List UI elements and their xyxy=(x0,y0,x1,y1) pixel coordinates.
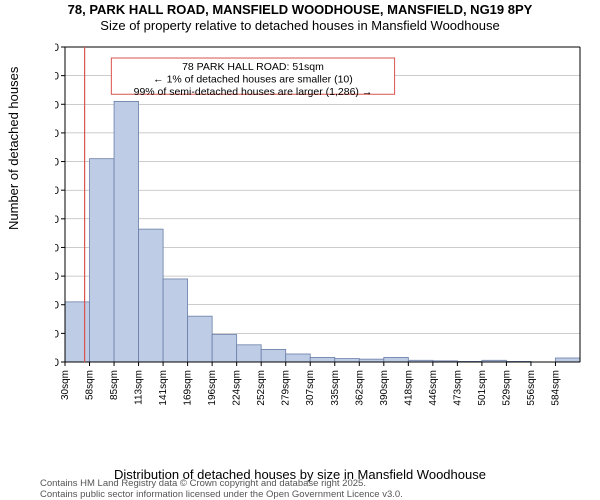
svg-text:500: 500 xyxy=(55,71,59,83)
annotation-line: ← 1% of detached houses are smaller (10) xyxy=(153,74,353,86)
x-tick-label: 335sqm xyxy=(330,370,341,406)
page-title: 78, PARK HALL ROAD, MANSFIELD WOODHOUSE,… xyxy=(0,2,600,18)
x-tick-label: 113sqm xyxy=(134,370,145,405)
x-tick-label: 446sqm xyxy=(428,370,439,406)
histogram-bar xyxy=(90,159,115,362)
svg-text:400: 400 xyxy=(55,128,59,140)
x-tick-label: 390sqm xyxy=(379,370,390,406)
x-tick-label: 362sqm xyxy=(354,370,365,406)
annotation-line: 78 PARK HALL ROAD: 51sqm xyxy=(182,61,324,73)
x-tick-label: 30sqm xyxy=(60,370,71,400)
x-tick-label: 556sqm xyxy=(526,370,537,406)
svg-text:300: 300 xyxy=(55,185,59,197)
histogram-bar xyxy=(555,358,580,362)
x-tick-label: 85sqm xyxy=(109,370,120,400)
x-tick-label: 307sqm xyxy=(305,370,316,406)
x-tick-label: 196sqm xyxy=(207,370,218,406)
x-tick-label: 529sqm xyxy=(501,370,512,406)
svg-text:50: 50 xyxy=(55,328,59,340)
credits-line: Contains public sector information licen… xyxy=(40,490,600,500)
x-tick-label: 418sqm xyxy=(403,370,414,406)
x-tick-label: 279sqm xyxy=(281,370,292,406)
credits-block: Contains HM Land Registry data © Crown c… xyxy=(0,479,600,500)
histogram-bar xyxy=(163,279,188,362)
x-tick-label: 58sqm xyxy=(85,370,96,400)
histogram-bar xyxy=(212,335,237,362)
histogram-chart: 0 50 100 150 200 250 300 350 400 450 500 550 30sqm 58… xyxy=(55,42,585,420)
svg-text:450: 450 xyxy=(55,99,59,111)
svg-text:200: 200 xyxy=(55,242,59,254)
histogram-bar xyxy=(188,316,213,362)
histogram-bar xyxy=(384,357,409,362)
histogram-bar xyxy=(310,357,335,362)
histogram-bar xyxy=(237,345,262,362)
x-tick-label: 169sqm xyxy=(183,370,194,406)
annotation-line: 99% of semi-detached houses are larger (… xyxy=(134,86,373,98)
x-tick-label: 141sqm xyxy=(158,370,169,406)
histogram-bar xyxy=(139,229,164,362)
x-tick-label: 584sqm xyxy=(550,370,561,406)
x-tick-label: 473sqm xyxy=(452,370,463,406)
credits-line: Contains HM Land Registry data © Crown c… xyxy=(40,479,600,489)
svg-text:350: 350 xyxy=(55,157,59,169)
histogram-bar xyxy=(286,354,311,362)
svg-text:0: 0 xyxy=(55,357,59,369)
x-tick-label: 501sqm xyxy=(477,370,488,406)
y-axis-label: Number of detached houses xyxy=(6,67,21,230)
histogram-bar xyxy=(114,101,139,362)
histogram-bar xyxy=(335,359,360,362)
svg-text:250: 250 xyxy=(55,214,59,226)
svg-text:550: 550 xyxy=(55,42,59,54)
svg-text:150: 150 xyxy=(55,271,59,283)
x-tick-label: 224sqm xyxy=(232,370,243,406)
x-tick-label: 252sqm xyxy=(256,370,267,406)
histogram-bar xyxy=(261,349,286,362)
page-subtitle: Size of property relative to detached ho… xyxy=(0,18,600,34)
svg-text:100: 100 xyxy=(55,300,59,312)
histogram-bar xyxy=(65,302,90,362)
